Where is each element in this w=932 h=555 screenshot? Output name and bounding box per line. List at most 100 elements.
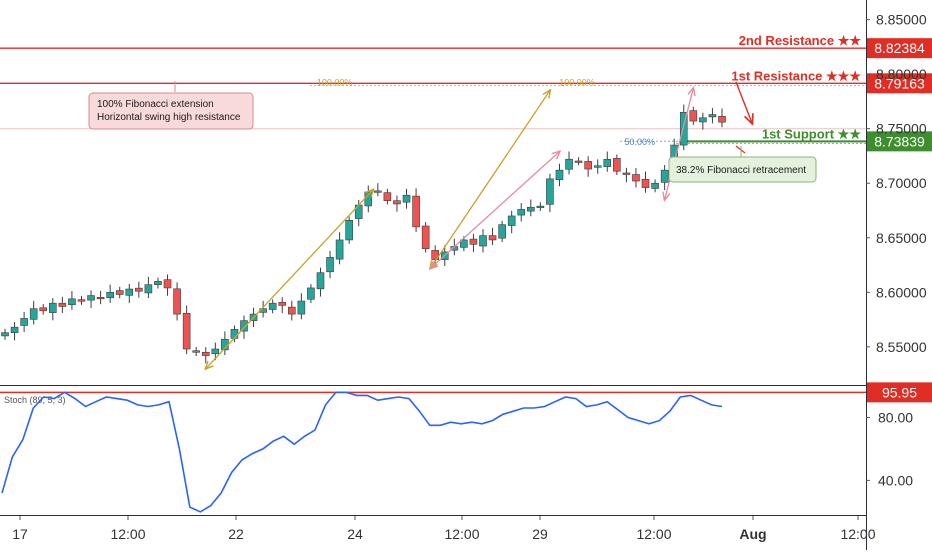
time-tick-label: Aug xyxy=(739,526,766,542)
candle-down xyxy=(39,307,48,312)
candle-up xyxy=(106,291,114,299)
price-tick-label: 8.85000 xyxy=(876,12,927,28)
candle-up xyxy=(498,224,506,239)
stoch-tick-label: 80.00 xyxy=(878,409,913,425)
candle-up xyxy=(144,284,153,294)
price-badge xyxy=(867,73,932,94)
note-fib-retracement xyxy=(668,156,817,183)
candle-down xyxy=(469,238,478,245)
stoch-line xyxy=(1,391,723,513)
stochastic-layer: 95.95 Stoch (89, 5, 3) xyxy=(0,382,932,513)
drawings-layer: 100.00% 100.00% 50.00% xyxy=(206,77,866,368)
candle-up xyxy=(230,329,239,339)
price-badge-label: 8.79163 xyxy=(874,75,925,91)
candle-up xyxy=(297,300,306,315)
stoch-indicator-label: Stoch (89, 5, 3) xyxy=(4,395,66,405)
candle-up xyxy=(479,235,487,247)
candle-up xyxy=(1,332,9,337)
fib-retracement-leg-2 xyxy=(665,88,694,199)
candle-up xyxy=(20,318,28,326)
candle-down xyxy=(641,179,650,188)
candles-layer xyxy=(1,104,726,364)
candle-up xyxy=(29,308,38,320)
price-badge-label: 8.82384 xyxy=(874,40,925,56)
note-fib-extension xyxy=(88,92,254,130)
candle-down xyxy=(584,161,592,170)
candle-up xyxy=(154,281,162,285)
candle-up xyxy=(593,165,602,168)
candle-down xyxy=(163,279,172,289)
candle-down xyxy=(421,225,430,249)
stoch-badge xyxy=(867,382,932,403)
candle-down xyxy=(115,290,124,295)
candle-up xyxy=(536,205,545,208)
candle-up xyxy=(345,220,353,241)
note-fib-extension-text: Horizontal swing high resistance xyxy=(97,112,241,123)
stoch-tick-label: 40.00 xyxy=(878,472,913,488)
fib-extension-leg-2 xyxy=(430,91,549,269)
candle-up xyxy=(68,298,76,306)
fib-extension-leg-1 xyxy=(206,190,373,369)
price-tick-label: 8.65000 xyxy=(876,230,927,246)
candle-up xyxy=(48,302,57,313)
candle-down xyxy=(192,350,200,353)
price-badge-label: 8.73839 xyxy=(874,133,925,149)
note-fib-retracement-text: 38.2% Fibonacci retracement xyxy=(676,165,806,176)
candle-up xyxy=(125,288,134,296)
time-tick-label: 12:00 xyxy=(444,526,479,542)
fib-level-label: 100.00% xyxy=(559,77,595,87)
time-tick-label: 12:00 xyxy=(636,526,671,542)
note-fib-extension-text: 100% Fibonacci extension xyxy=(97,99,214,110)
candle-up xyxy=(555,169,564,181)
candle-down xyxy=(689,110,698,122)
resistance-label: 2nd Resistance ★★ xyxy=(739,33,862,48)
candle-up xyxy=(307,287,315,300)
fib-retracement-leg-1 xyxy=(430,152,559,269)
stoch-badge-label: 95.95 xyxy=(882,384,917,400)
candle-up xyxy=(546,178,554,205)
candle-down xyxy=(613,158,621,172)
candle-down xyxy=(622,172,631,175)
candle-up xyxy=(316,272,325,290)
candle-up xyxy=(708,114,717,118)
candle-up xyxy=(507,215,516,226)
price-tick-label: 8.70000 xyxy=(876,175,927,191)
candle-down xyxy=(135,287,143,292)
candle-down xyxy=(412,195,420,228)
price-tick-label: 8.60000 xyxy=(876,284,927,300)
candle-down xyxy=(632,174,640,182)
candle-up xyxy=(402,194,411,203)
resistance-label: 1st Resistance ★★★ xyxy=(731,68,861,83)
candle-down xyxy=(173,288,181,315)
fib-level-label: 50.00% xyxy=(624,137,655,147)
levels-layer: 2nd Resistance ★★ 8.82384 1st Resistance ★… xyxy=(0,33,932,152)
axes-layer: 8.85000 8.80000 8.75000 8.70000 8.65000 8.600… xyxy=(12,12,927,542)
candle-up xyxy=(699,117,707,123)
price-tick-label: 8.80000 xyxy=(876,66,927,82)
candle-down xyxy=(574,160,583,163)
projection-arrow-1 xyxy=(735,81,752,123)
candle-down xyxy=(718,115,726,123)
candle-down xyxy=(383,192,392,201)
fib-level-label: 100.00% xyxy=(317,77,353,87)
price-badge xyxy=(867,131,932,152)
candle-down xyxy=(96,297,105,300)
candle-up xyxy=(603,158,612,167)
time-tick-label: 17 xyxy=(12,526,28,542)
candle-down xyxy=(287,306,296,315)
annotations-layer: 100% Fibonacci extension Horizontal swing… xyxy=(88,81,817,183)
price-tick-label: 8.75000 xyxy=(876,121,927,137)
time-tick-label: 12:00 xyxy=(840,526,875,542)
grid-layer xyxy=(0,0,867,550)
candle-down xyxy=(77,299,86,302)
candle-up xyxy=(565,158,573,170)
time-tick-label: 29 xyxy=(532,526,548,542)
candle-down xyxy=(201,351,210,356)
candle-down xyxy=(278,302,287,306)
candle-down xyxy=(58,302,67,307)
candle-down xyxy=(488,235,497,241)
candle-up xyxy=(268,302,277,310)
support-label: 1st Support ★★ xyxy=(762,126,861,141)
